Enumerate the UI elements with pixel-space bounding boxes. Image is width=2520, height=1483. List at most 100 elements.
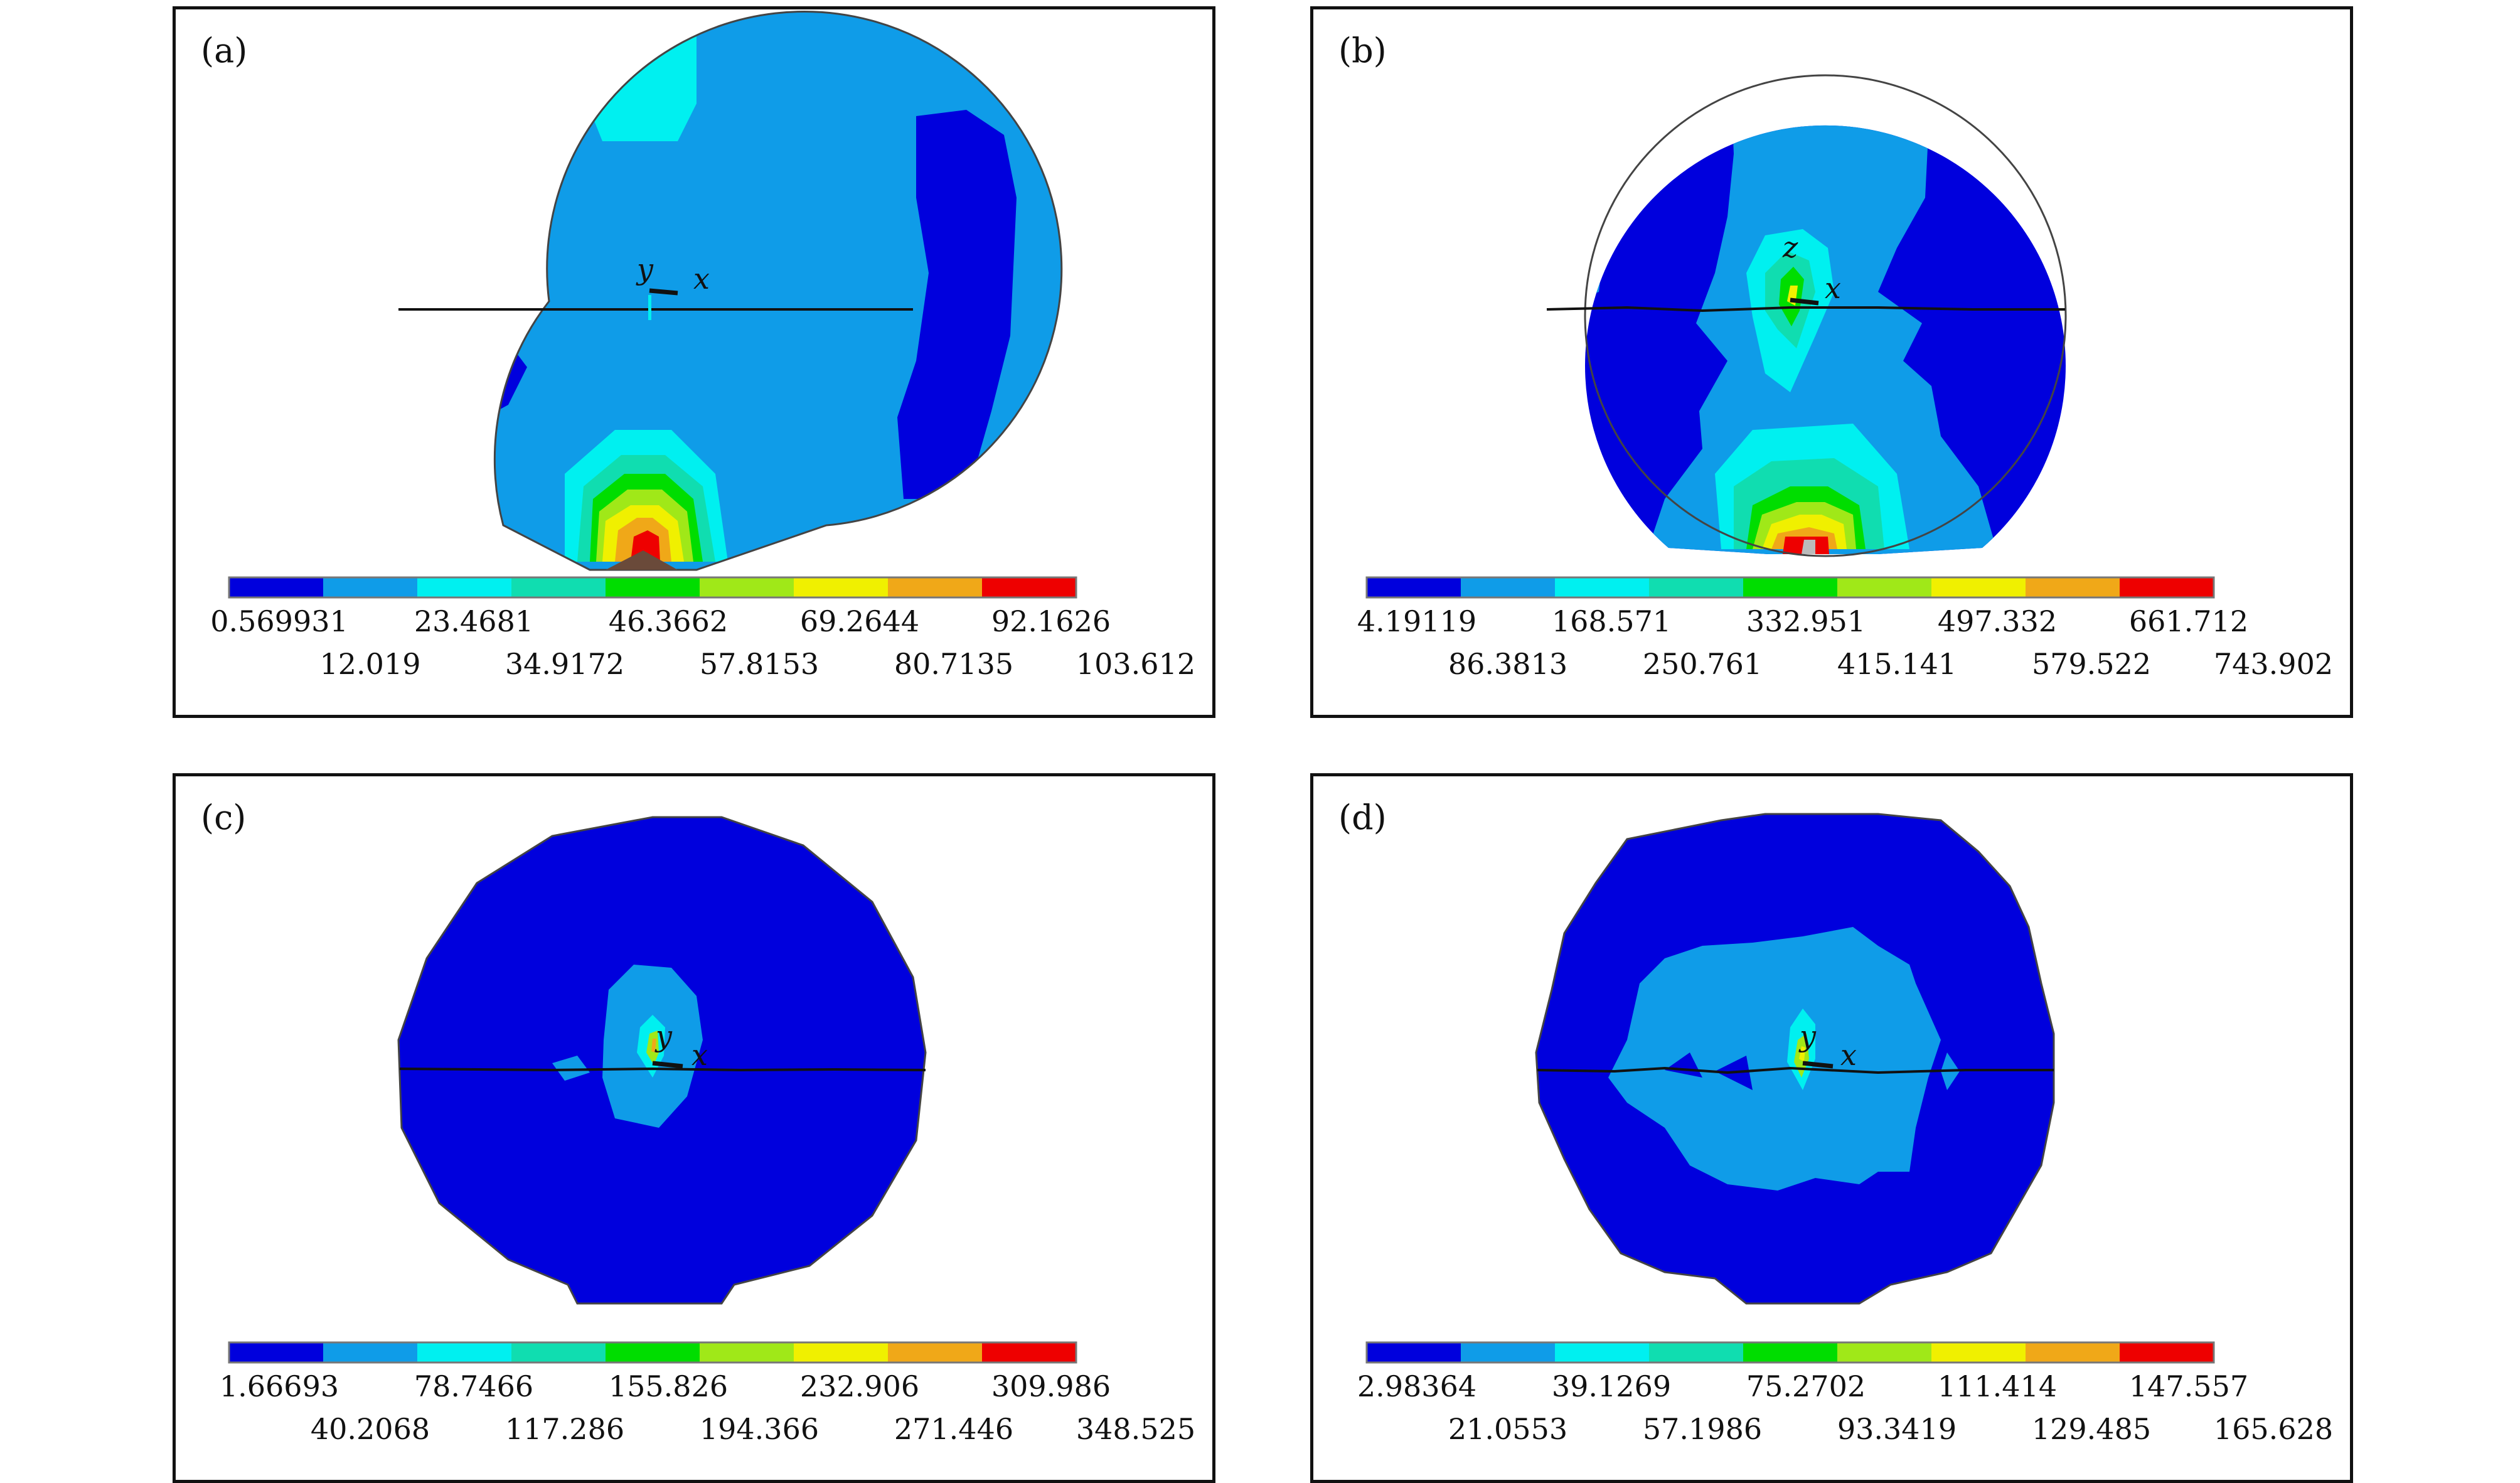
colorbar-segment-4 — [511, 577, 606, 597]
stress-contour-plot: y x — [228, 816, 1077, 1364]
scale-value: 147.557 — [2128, 1369, 2249, 1403]
axis-label-2: x — [1840, 1038, 1857, 1072]
colorbar-segment-5 — [1743, 577, 1837, 597]
scale-value: 93.3419 — [1837, 1412, 1957, 1446]
axis-label-2: x — [691, 1038, 708, 1072]
scale-value: 232.906 — [799, 1369, 920, 1403]
panel-label: (b) — [1338, 31, 1387, 70]
scale-value: 69.2644 — [799, 604, 920, 638]
colorbar-segment-3 — [1555, 1342, 1649, 1363]
scale-value: 155.826 — [608, 1369, 729, 1403]
colorbar-segment-4 — [511, 1342, 606, 1363]
axis-label-2: x — [693, 262, 710, 296]
colorbar-scale-top: 0.569931 23.4681 46.3662 69.2644 92.1626 — [176, 604, 1212, 655]
scale-value: 165.628 — [2213, 1412, 2334, 1446]
scale-value: 111.414 — [1937, 1369, 2058, 1403]
colorbar-segment-9 — [2120, 577, 2214, 597]
scale-value: 661.712 — [2128, 604, 2249, 638]
axis-label-1: y — [636, 252, 654, 286]
scale-value: 86.3813 — [1448, 647, 1568, 681]
colorbar-scale-top: 1.66693 78.7466 155.826 232.906 309.986 — [176, 1369, 1212, 1420]
scale-value: 309.986 — [991, 1369, 1111, 1403]
axis-label-1: y — [1798, 1019, 1817, 1053]
colorbar-segment-3 — [417, 577, 511, 597]
scale-value: 78.7466 — [414, 1369, 534, 1403]
axis-label-1: z — [1782, 230, 1798, 264]
scale-value: 39.1269 — [1551, 1369, 1672, 1403]
scale-value: 250.761 — [1642, 647, 1763, 681]
scale-value: 497.332 — [1937, 604, 2058, 638]
colorbar-segment-5 — [606, 1342, 700, 1363]
colorbar-scale-bottom: 12.019 34.9172 57.8153 80.7135 103.612 — [176, 647, 1212, 697]
scale-value: 194.366 — [699, 1412, 820, 1446]
scale-value: 23.4681 — [414, 604, 534, 638]
colorbar-segment-4 — [1649, 577, 1743, 597]
scale-value: 2.98364 — [1357, 1369, 1477, 1403]
colorbar-segment-1 — [1367, 1342, 1461, 1363]
colorbar-segment-7 — [794, 577, 888, 597]
colorbar-segment-8 — [2026, 577, 2120, 597]
colorbar — [1365, 576, 2215, 599]
colorbar-segment-7 — [1931, 1342, 2026, 1363]
panel-b: (b) z x — [1310, 6, 2353, 718]
colorbar-segment-6 — [700, 577, 794, 597]
colorbar-segment-9 — [982, 1342, 1076, 1363]
colorbar-segment-3 — [1555, 577, 1649, 597]
scale-value: 0.569931 — [210, 604, 348, 638]
panel-d: (d) y x 2.98364 39.1269 75.2702 111.4 — [1310, 773, 2353, 1483]
colorbar-segment-7 — [1931, 577, 2026, 597]
scale-value: 57.1986 — [1642, 1412, 1763, 1446]
scale-value: 271.446 — [894, 1412, 1014, 1446]
scale-value: 12.019 — [319, 647, 421, 681]
scale-value: 92.1626 — [991, 604, 1111, 638]
scale-value: 348.525 — [1076, 1412, 1196, 1446]
scale-value: 579.522 — [2031, 647, 2152, 681]
colorbar-scale-bottom: 86.3813 250.761 415.141 579.522 743.902 — [1313, 647, 2350, 697]
panel-a: (a) y x — [173, 6, 1215, 718]
colorbar-segment-2 — [323, 1342, 417, 1363]
colorbar — [1365, 1341, 2215, 1364]
scale-value: 75.2702 — [1746, 1369, 1866, 1403]
colorbar-segment-5 — [1743, 1342, 1837, 1363]
panel-label: (a) — [201, 31, 248, 70]
scale-value: 103.612 — [1076, 647, 1196, 681]
colorbar-scale-bottom: 40.2068 117.286 194.366 271.446 348.525 — [176, 1412, 1212, 1462]
scale-value: 168.571 — [1551, 604, 1672, 638]
colorbar-segment-2 — [323, 577, 417, 597]
stress-contour-plot: y x — [1365, 813, 2215, 1364]
colorbar-segment-1 — [1367, 577, 1461, 597]
panel-label: (c) — [201, 798, 247, 837]
colorbar — [228, 576, 1077, 599]
scale-value: 46.3662 — [608, 604, 729, 638]
colorbar-segment-8 — [888, 1342, 982, 1363]
scale-value: 117.286 — [505, 1412, 625, 1446]
scale-value: 415.141 — [1837, 647, 1957, 681]
colorbar-segment-1 — [229, 577, 323, 597]
colorbar-scale-top: 2.98364 39.1269 75.2702 111.414 147.557 — [1313, 1369, 2350, 1420]
stress-contour-plot: y x — [228, 11, 1077, 599]
colorbar-segment-9 — [2120, 1342, 2214, 1363]
axis-label-2: x — [1825, 271, 1841, 305]
scale-value: 80.7135 — [894, 647, 1014, 681]
stress-contour-plot: z x — [1365, 74, 2215, 599]
colorbar — [228, 1341, 1077, 1364]
scale-value: 40.2068 — [310, 1412, 430, 1446]
colorbar-segment-1 — [229, 1342, 323, 1363]
colorbar-scale-top: 4.19119 168.571 332.951 497.332 661.712 — [1313, 604, 2350, 655]
scale-value: 21.0553 — [1448, 1412, 1568, 1446]
panel-label: (d) — [1338, 798, 1387, 837]
colorbar-scale-bottom: 21.0553 57.1986 93.3419 129.485 165.628 — [1313, 1412, 2350, 1462]
colorbar-segment-3 — [417, 1342, 511, 1363]
colorbar-segment-2 — [1461, 1342, 1555, 1363]
colorbar-segment-4 — [1649, 1342, 1743, 1363]
panel-c: (c) y x 1.66693 78.7466 155.826 232.906 … — [173, 773, 1215, 1483]
colorbar-segment-8 — [2026, 1342, 2120, 1363]
colorbar-segment-6 — [700, 1342, 794, 1363]
scale-value: 332.951 — [1746, 604, 1866, 638]
colorbar-segment-7 — [794, 1342, 888, 1363]
colorbar-segment-8 — [888, 577, 982, 597]
colorbar-segment-5 — [606, 577, 700, 597]
scale-value: 1.66693 — [219, 1369, 339, 1403]
colorbar-segment-2 — [1461, 577, 1555, 597]
scale-value: 4.19119 — [1357, 604, 1477, 638]
